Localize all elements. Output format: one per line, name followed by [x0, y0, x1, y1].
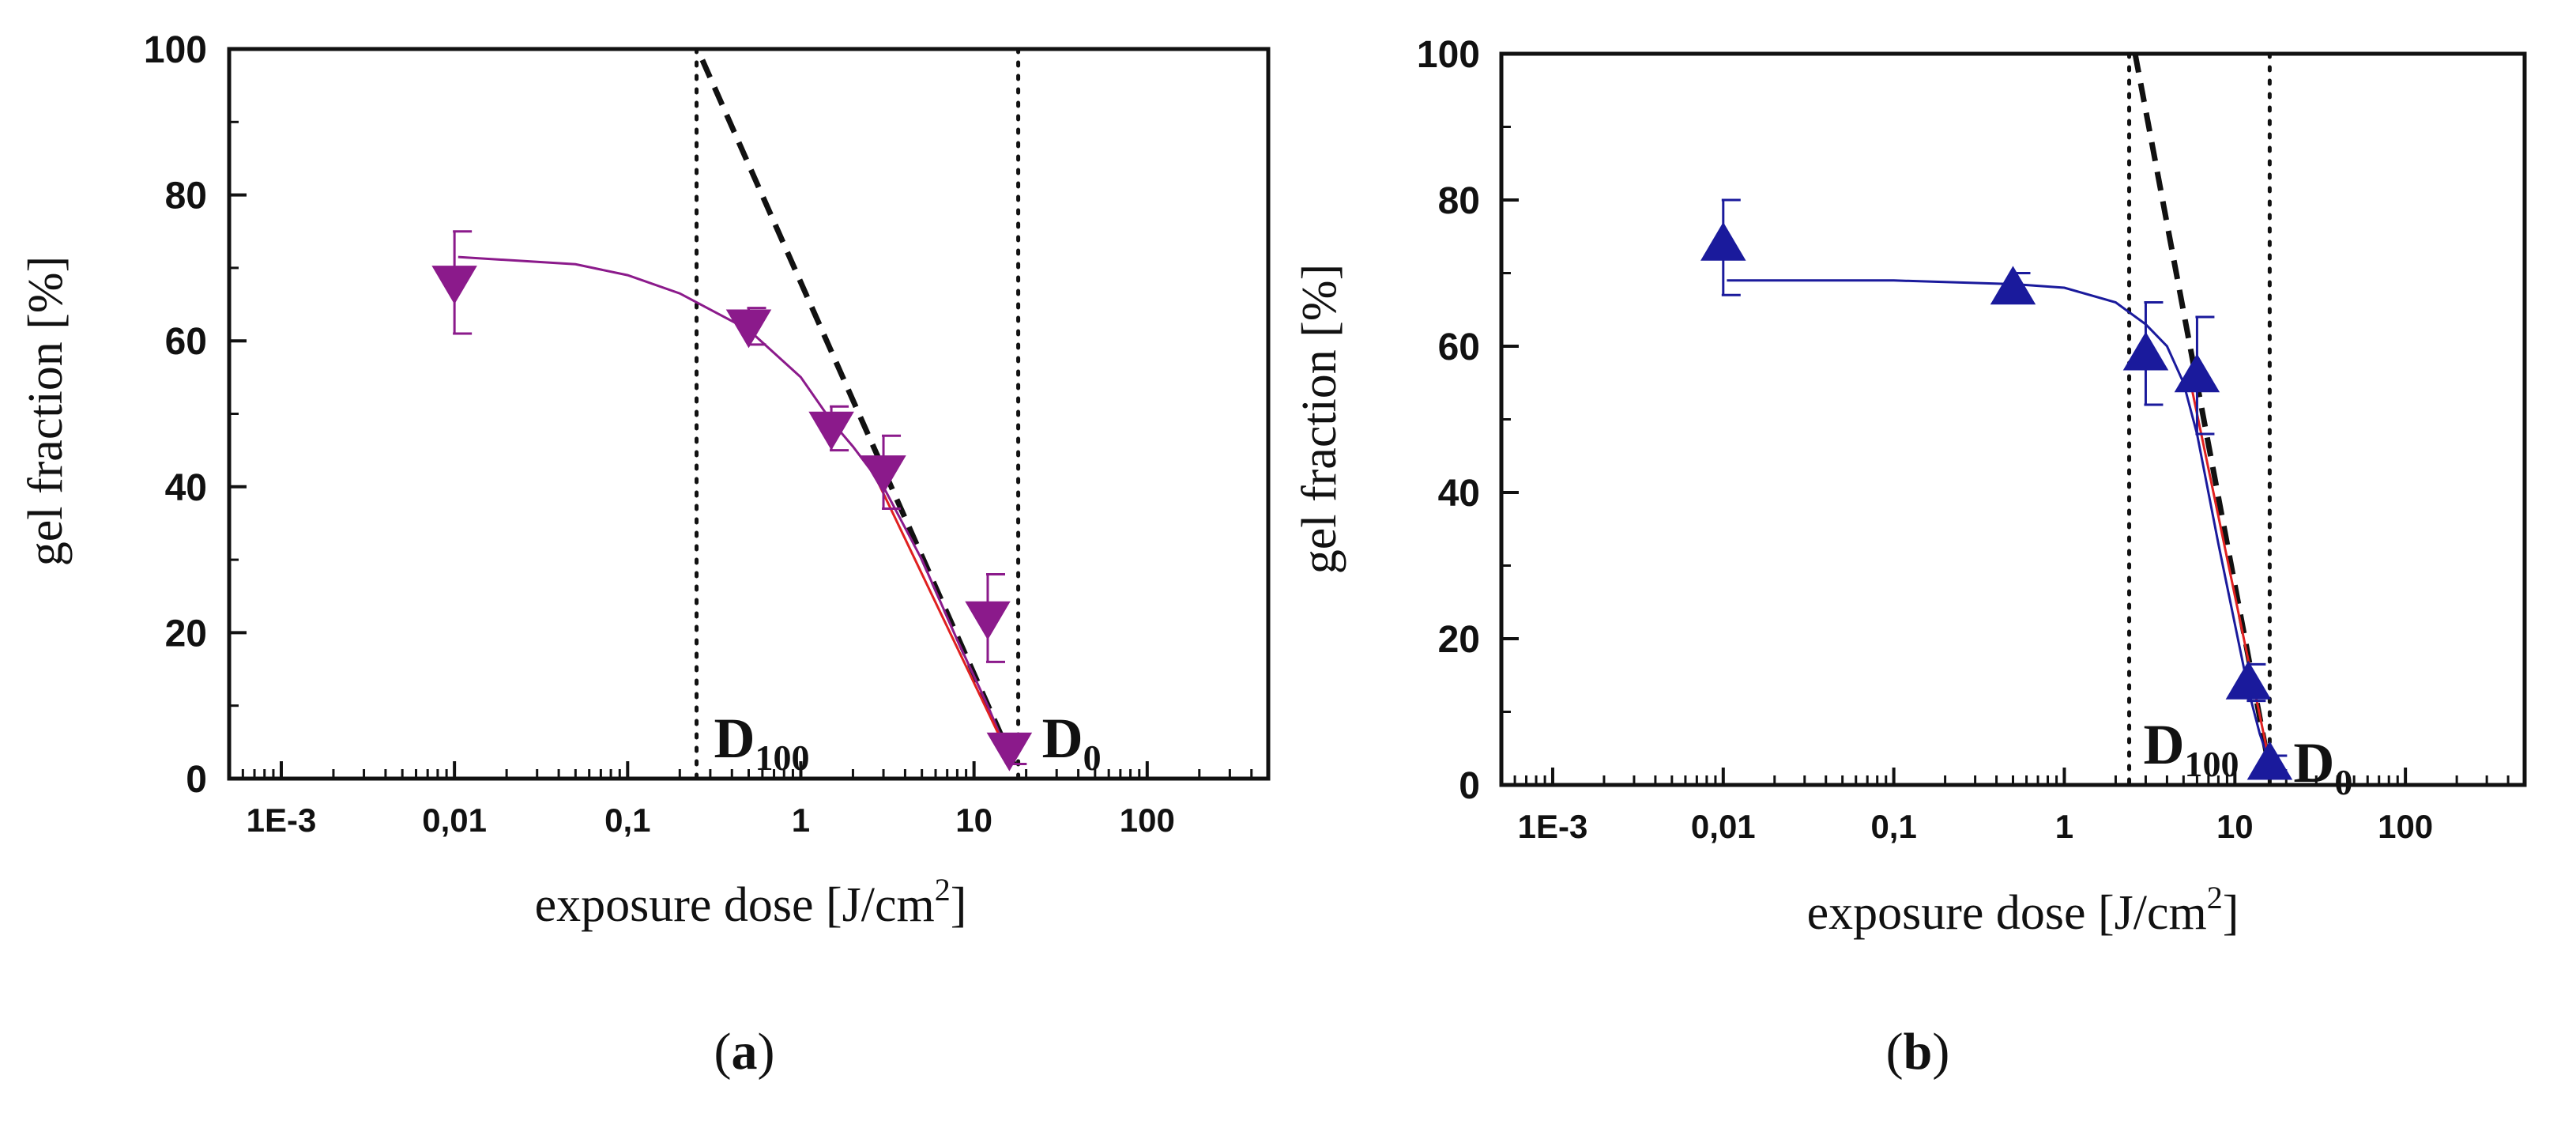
y-axis-title: gel fraction [%] [19, 256, 73, 566]
data-point [1700, 198, 1746, 296]
data-marker [2122, 331, 2169, 371]
y-tick-label: 20 [165, 613, 207, 655]
y-tick-label: 40 [1438, 473, 1480, 515]
x-tick-label: 10 [955, 802, 992, 839]
d100-label: D100 [2144, 713, 2239, 784]
d0-label-subscript: 0 [1083, 738, 1102, 778]
d0-label-main: D [2293, 731, 2334, 794]
y-tick-label: 60 [165, 321, 207, 363]
panel-label-letter: a [732, 1023, 758, 1081]
x-axis-title-end: ] [951, 878, 967, 932]
x-tick-label: 100 [1120, 802, 1175, 839]
data-marker [2225, 660, 2272, 700]
data-point [1990, 266, 2036, 305]
y-tick-label: 0 [186, 759, 207, 801]
x-tick-label: 0,01 [1691, 808, 1756, 845]
d0-label: D0 [1042, 707, 1102, 778]
data-marker [808, 411, 854, 451]
data-point [965, 573, 1011, 663]
x-axis-title-main: exposure dose [J/cm [535, 878, 935, 932]
data-marker [2174, 353, 2220, 393]
dashed-extrapolation-line [699, 58, 1017, 765]
x-tick-label: 0,01 [422, 802, 487, 839]
x-tick-label: 10 [2216, 808, 2254, 845]
y-tick-label: 20 [1438, 619, 1480, 661]
y-tick-label: 100 [144, 29, 207, 71]
x-tick-label: 1E-3 [1518, 808, 1588, 845]
x-axis-title: exposure dose [J/cm2] [1807, 880, 2239, 940]
fit-curve [1727, 279, 2271, 764]
d0-label: D0 [2293, 731, 2352, 802]
d100-label-main: D [2144, 713, 2185, 776]
d100-label-subscript: 100 [755, 738, 810, 778]
panel-label-open: ( [714, 1023, 732, 1081]
x-tick-label: 0,1 [604, 802, 650, 839]
y-tick-label: 80 [1438, 180, 1480, 222]
data-point [431, 230, 477, 335]
panel-label-close: ) [1932, 1023, 1949, 1081]
y-tick-label: 60 [1438, 326, 1480, 368]
red-linear-fit [868, 464, 1011, 757]
x-tick-label: 100 [2378, 808, 2433, 845]
panel-label-open: ( [1886, 1023, 1904, 1081]
data-marker [965, 601, 1011, 640]
red-linear-fit [2189, 382, 2271, 764]
x-tick-label: 1E-3 [247, 802, 317, 839]
data-marker [1990, 266, 2036, 305]
data-point [808, 405, 854, 452]
x-tick-label: 1 [792, 802, 810, 839]
y-axis-title: gel fraction [%] [1293, 264, 1346, 574]
data-marker [725, 309, 772, 349]
data-point [2246, 741, 2293, 780]
plot-frame [1499, 51, 2527, 787]
x-axis-title: exposure dose [J/cm2] [535, 872, 967, 932]
x-axis-title-superscript: 2 [2207, 880, 2223, 915]
y-tick-label: 100 [1417, 34, 1480, 76]
data-point [2225, 660, 2272, 703]
data-marker [2246, 741, 2293, 780]
data-marker [986, 732, 1033, 771]
data-marker [861, 455, 906, 494]
panel-label-close: ) [758, 1023, 775, 1081]
fit-curve [458, 255, 1011, 757]
d0-label-main: D [1042, 707, 1083, 770]
d100-label-subscript: 100 [2185, 744, 2239, 784]
y-tick-label: 0 [1459, 765, 1480, 807]
data-point [861, 434, 906, 510]
panel-label-letter: b [1904, 1023, 1933, 1081]
data-point [725, 307, 772, 349]
y-tick-label: 80 [165, 175, 207, 217]
x-axis-title-superscript: 2 [935, 872, 951, 907]
x-tick-label: 1 [2055, 808, 2073, 845]
d100-label-main: D [714, 707, 755, 770]
x-axis-title-end: ] [2223, 886, 2239, 940]
data-marker [431, 266, 477, 304]
panel-label: (a) [714, 1023, 775, 1081]
d0-label-subscript: 0 [2334, 762, 2352, 802]
data-point [986, 732, 1033, 771]
data-point [2122, 301, 2169, 406]
panel-label: (b) [1886, 1023, 1950, 1081]
x-tick-label: 0,1 [1870, 808, 1916, 845]
d100-label: D100 [714, 707, 810, 778]
data-marker [1700, 221, 1746, 261]
x-axis-title-main: exposure dose [J/cm [1807, 886, 2207, 940]
y-tick-label: 40 [165, 467, 207, 509]
data-point [2174, 315, 2220, 436]
